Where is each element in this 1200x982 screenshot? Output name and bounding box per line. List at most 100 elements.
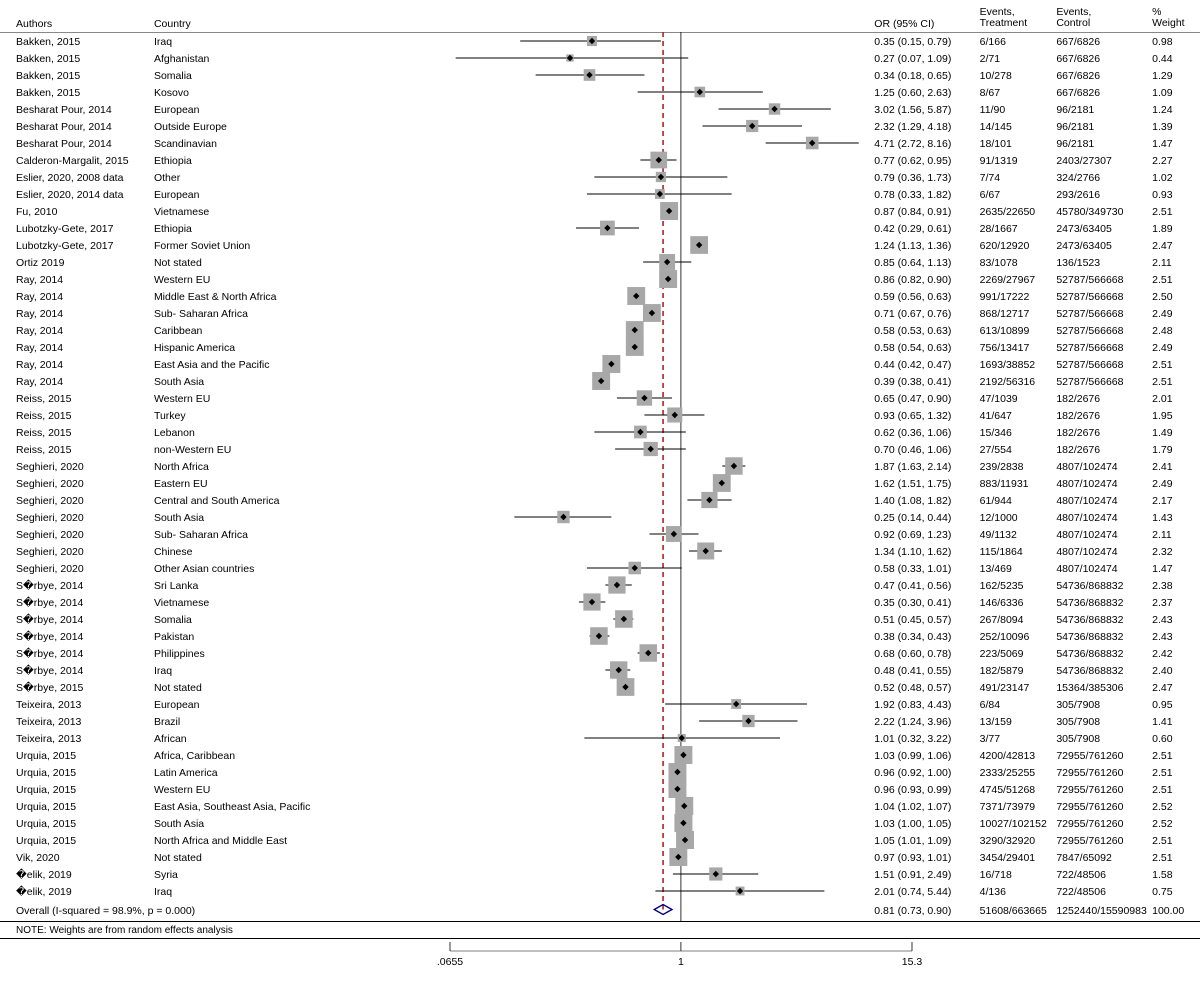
- table-row: Ortiz 2019Not stated0.85 (0.64, 1.13)83/…: [0, 254, 1200, 271]
- cell-or: 0.27 (0.07, 1.09): [874, 53, 979, 65]
- table-row: Urquia, 2015North Africa and Middle East…: [0, 832, 1200, 849]
- cell-weight: 0.93: [1152, 189, 1200, 201]
- cell-treat: 162/5235: [980, 580, 1057, 592]
- cell-country: Sri Lanka: [154, 580, 432, 592]
- cell-author: Seghieri, 2020: [0, 478, 154, 490]
- cell-weight: 2.47: [1152, 240, 1200, 252]
- table-row: Urquia, 2015Latin America0.96 (0.92, 1.0…: [0, 764, 1200, 781]
- cell-control: 305/7908: [1056, 699, 1152, 711]
- cell-control: 52787/566668: [1056, 308, 1152, 320]
- cell-weight: 2.51: [1152, 835, 1200, 847]
- cell-weight: 1.39: [1152, 121, 1200, 133]
- cell-weight: 2.51: [1152, 767, 1200, 779]
- cell-or: 0.52 (0.48, 0.57): [874, 682, 979, 694]
- table-row: S�rbye, 2014Somalia0.51 (0.45, 0.57)267/…: [0, 611, 1200, 628]
- cell-country: Syria: [154, 869, 432, 881]
- cell-weight: 0.44: [1152, 53, 1200, 65]
- cell-or: 0.51 (0.45, 0.57): [874, 614, 979, 626]
- cell-author: Urquia, 2015: [0, 784, 154, 796]
- hdr-control-2: Control: [1056, 17, 1090, 29]
- cell-control: 45780/349730: [1056, 206, 1152, 218]
- cell-country: non-Western EU: [154, 444, 432, 456]
- cell-author: Bakken, 2015: [0, 70, 154, 82]
- cell-weight: 2.51: [1152, 359, 1200, 371]
- cell-treat: 16/718: [980, 869, 1057, 881]
- cell-treat: 3290/32920: [980, 835, 1057, 847]
- cell-author: S�rbye, 2015: [0, 682, 154, 694]
- table-row: S�rbye, 2014Iraq0.48 (0.41, 0.55)182/587…: [0, 662, 1200, 679]
- table-row: Seghieri, 2020North Africa1.87 (1.63, 2.…: [0, 458, 1200, 475]
- cell-author: Seghieri, 2020: [0, 461, 154, 473]
- svg-text:1: 1: [678, 956, 684, 968]
- cell-author: S�rbye, 2014: [0, 648, 154, 660]
- cell-country: East Asia, Southeast Asia, Pacific: [154, 801, 432, 813]
- cell-country: South Asia: [154, 376, 432, 388]
- cell-or: 0.48 (0.41, 0.55): [874, 665, 979, 677]
- cell-treat: 3454/29401: [980, 852, 1057, 864]
- cell-author: Reiss, 2015: [0, 427, 154, 439]
- cell-author: Besharat Pour, 2014: [0, 138, 154, 150]
- cell-author: Urquia, 2015: [0, 835, 154, 847]
- table-row: Bakken, 2015Iraq0.35 (0.15, 0.79)6/16666…: [0, 33, 1200, 50]
- cell-weight: 1.24: [1152, 104, 1200, 116]
- cell-treat: 2269/27967: [980, 274, 1057, 286]
- cell-author: Eslier, 2020, 2008 data: [0, 172, 154, 184]
- cell-author: S�rbye, 2014: [0, 665, 154, 677]
- cell-or: 1.01 (0.32, 3.22): [874, 733, 979, 745]
- cell-control: 72955/761260: [1056, 767, 1152, 779]
- svg-text:15.3: 15.3: [902, 956, 923, 968]
- cell-weight: 2.32: [1152, 546, 1200, 558]
- cell-control: 182/2676: [1056, 393, 1152, 405]
- cell-or: 1.51 (0.91, 2.49): [874, 869, 979, 881]
- cell-author: Bakken, 2015: [0, 87, 154, 99]
- cell-treat: 15/346: [980, 427, 1057, 439]
- cell-control: 2473/63405: [1056, 223, 1152, 235]
- cell-or: 0.92 (0.69, 1.23): [874, 529, 979, 541]
- cell-or: 2.01 (0.74, 5.44): [874, 886, 979, 898]
- cell-treat: 2635/22650: [980, 206, 1057, 218]
- cell-control: 667/6826: [1056, 87, 1152, 99]
- cell-treat: 83/1078: [980, 257, 1057, 269]
- cell-or: 1.92 (0.83, 4.43): [874, 699, 979, 711]
- table-row: Reiss, 2015Western EU0.65 (0.47, 0.90)47…: [0, 390, 1200, 407]
- cell-or: 1.34 (1.10, 1.62): [874, 546, 979, 558]
- cell-control: 4807/102474: [1056, 478, 1152, 490]
- cell-author: Reiss, 2015: [0, 410, 154, 422]
- cell-author: Urquia, 2015: [0, 767, 154, 779]
- hdr-control: Events, Control: [1056, 7, 1152, 30]
- cell-or: 0.62 (0.36, 1.06): [874, 427, 979, 439]
- cell-control: 52787/566668: [1056, 342, 1152, 354]
- table-row: Vik, 2020Not stated0.97 (0.93, 1.01)3454…: [0, 849, 1200, 866]
- cell-weight: 1.43: [1152, 512, 1200, 524]
- cell-or: 1.03 (0.99, 1.06): [874, 750, 979, 762]
- cell-control: 4807/102474: [1056, 563, 1152, 575]
- table-row: Seghieri, 2020Eastern EU1.62 (1.51, 1.75…: [0, 475, 1200, 492]
- cell-or: 0.68 (0.60, 0.78): [874, 648, 979, 660]
- cell-control: 96/2181: [1056, 104, 1152, 116]
- cell-or: 0.44 (0.42, 0.47): [874, 359, 979, 371]
- cell-or: 0.34 (0.18, 0.65): [874, 70, 979, 82]
- cell-control: 4807/102474: [1056, 546, 1152, 558]
- table-row: Teixeira, 2013Brazil2.22 (1.24, 3.96)13/…: [0, 713, 1200, 730]
- cell-country: North Africa and Middle East: [154, 835, 432, 847]
- hdr-weight: % Weight: [1152, 7, 1200, 30]
- cell-country: Not stated: [154, 257, 432, 269]
- cell-or: 0.96 (0.92, 1.00): [874, 767, 979, 779]
- overall-label: Overall (I-squared = 98.9%, p = 0.000): [0, 905, 432, 917]
- cell-treat: 13/159: [980, 716, 1057, 728]
- cell-or: 0.65 (0.47, 0.90): [874, 393, 979, 405]
- cell-weight: 2.38: [1152, 580, 1200, 592]
- table-row: Reiss, 2015non-Western EU0.70 (0.46, 1.0…: [0, 441, 1200, 458]
- cell-control: 667/6826: [1056, 53, 1152, 65]
- cell-treat: 1693/38852: [980, 359, 1057, 371]
- hdr-weight-2: Weight: [1152, 17, 1185, 29]
- forest-plot-container: Authors Country OR (95% CI) Events, Trea…: [0, 0, 1200, 979]
- cell-country: Somalia: [154, 614, 432, 626]
- table-row: �elik, 2019Syria1.51 (0.91, 2.49)16/7187…: [0, 866, 1200, 883]
- hdr-author: Authors: [0, 18, 154, 30]
- cell-control: 96/2181: [1056, 138, 1152, 150]
- cell-country: Not stated: [154, 682, 432, 694]
- table-row: Seghieri, 2020South Asia0.25 (0.14, 0.44…: [0, 509, 1200, 526]
- cell-weight: 0.98: [1152, 36, 1200, 48]
- cell-country: Philippines: [154, 648, 432, 660]
